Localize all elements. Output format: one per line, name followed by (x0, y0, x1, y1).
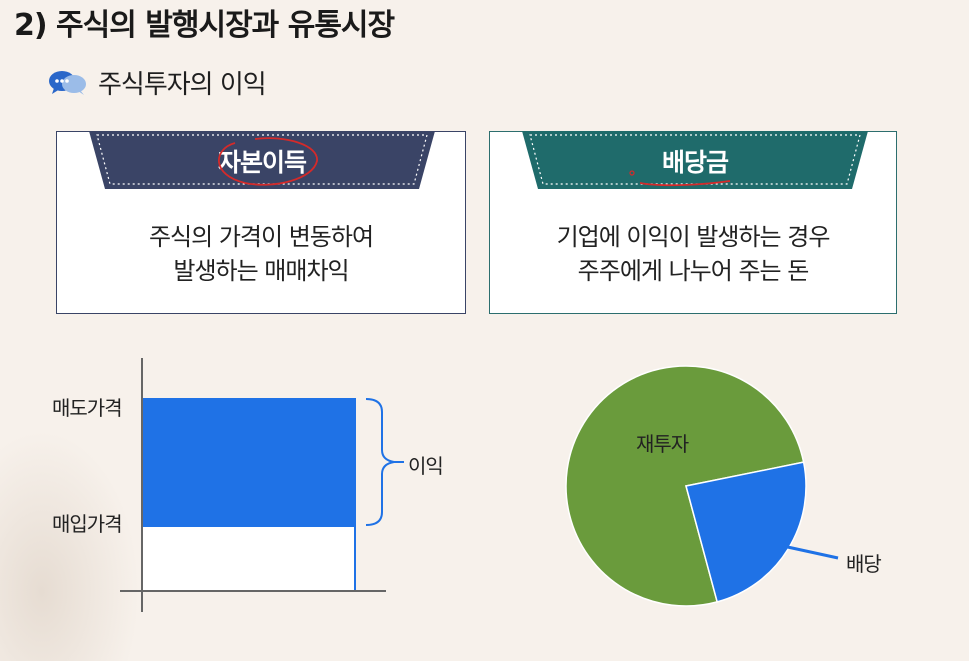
pie-slice-reinvest (565, 365, 805, 607)
background-decoration (0, 430, 140, 661)
dividend-label: 배당금 (661, 148, 729, 177)
red-underline-annotation (629, 170, 731, 187)
buy-price-label: 매입가격 (52, 512, 123, 536)
capital-gain-description: 주식의 가격이 변동하여 발생하는 매매차익 (57, 220, 465, 288)
dividend-card: 배당금 기업에 이익이 발생하는 경우 주주에게 나누어 주는 돈 (489, 131, 897, 314)
description-line: 주식의 가격이 변동하여 (148, 223, 374, 251)
pie-leader-line (782, 544, 839, 560)
banner-shape (89, 131, 435, 189)
description-line: 주주에게 나누어 주는 돈 (577, 257, 810, 285)
pie-label-dividend: 배당 (846, 552, 882, 576)
dividend-banner: 배당금 (522, 131, 868, 189)
capital-gain-banner: 자본이득 (89, 131, 435, 189)
pie-label-reinvest: 재투자 (636, 432, 689, 456)
capital-gain-label: 자본이득 (217, 148, 307, 177)
page-title: 2) 주식의 발행시장과 유통시장 (14, 8, 395, 43)
capital-gain-card: 자본이득 주식의 가격이 변동하여 발생하는 매매차익 (56, 131, 466, 314)
pie-slice-dividend (685, 461, 807, 603)
profit-bar (142, 398, 355, 527)
description-line: 발생하는 매매차익 (173, 257, 349, 285)
sell-price-label: 매도가격 (52, 396, 123, 420)
banner-shape (522, 131, 868, 189)
red-circle-annotation (218, 137, 318, 186)
base-bar (142, 527, 355, 591)
subtitle-row: 주식투자의 이익 (48, 64, 267, 101)
speech-bubbles-icon (49, 70, 86, 95)
description-line: 기업에 이익이 발생하는 경우 (556, 223, 831, 251)
profit-label: 이익 (408, 454, 444, 478)
dividend-description: 기업에 이익이 발생하는 경우 주주에게 나누어 주는 돈 (490, 220, 896, 288)
section-subtitle: 주식투자의 이익 (98, 70, 267, 100)
